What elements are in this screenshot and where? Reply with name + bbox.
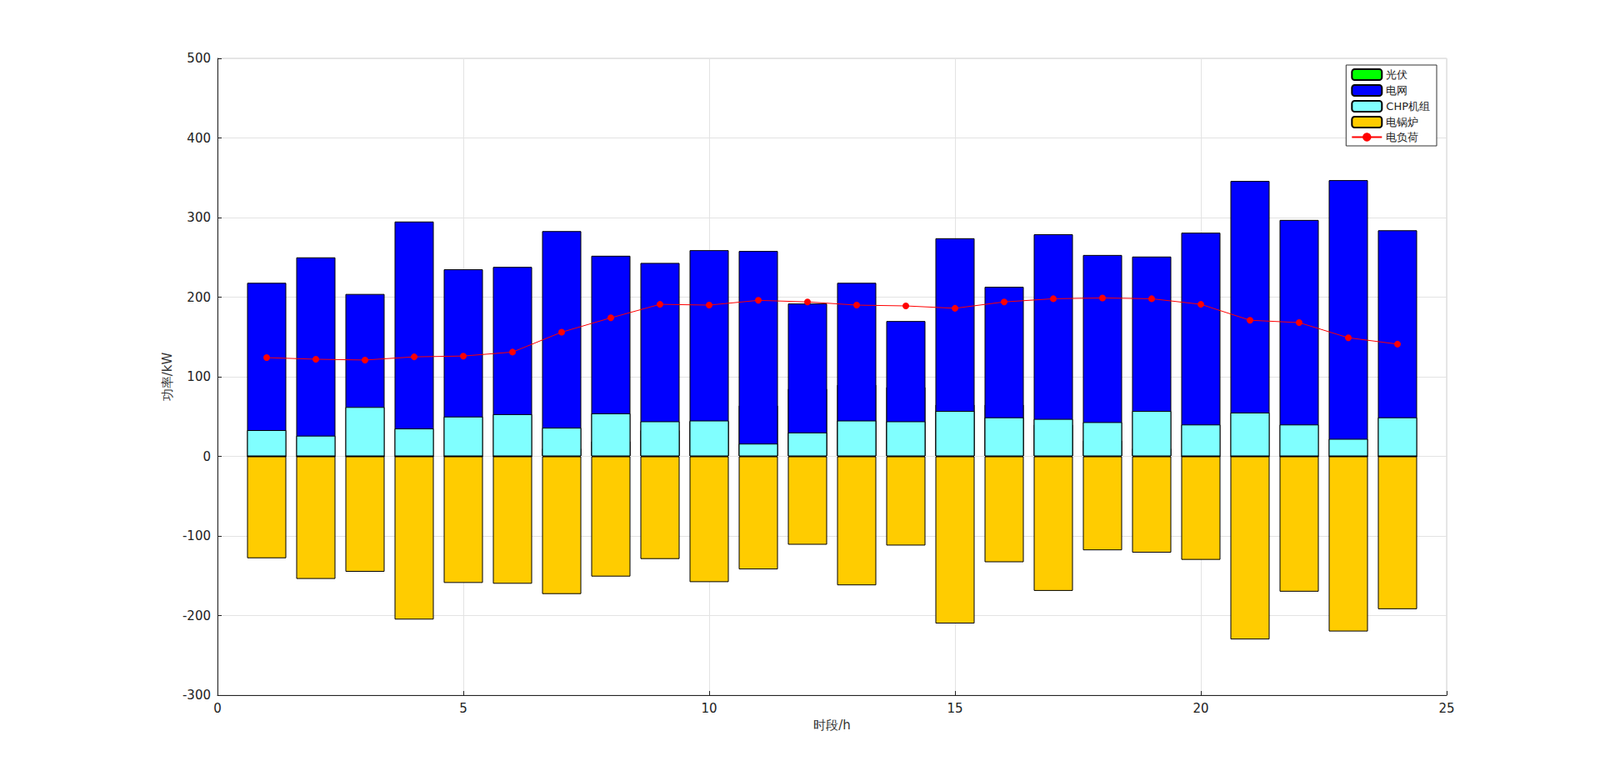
- svg-text:功率/kW: 功率/kW: [160, 352, 175, 402]
- svg-text:0: 0: [213, 700, 222, 716]
- svg-text:-300: -300: [182, 687, 211, 703]
- svg-text:400: 400: [186, 130, 211, 146]
- svg-text:CHP机组: CHP机组: [1385, 100, 1430, 113]
- svg-text:300: 300: [186, 210, 211, 225]
- svg-text:光伏: 光伏: [1385, 68, 1408, 81]
- svg-text:5: 5: [459, 700, 468, 716]
- svg-text:15: 15: [946, 700, 963, 716]
- svg-text:时段/h: 时段/h: [813, 717, 851, 733]
- svg-text:200: 200: [186, 290, 211, 305]
- svg-text:电网: 电网: [1385, 84, 1408, 97]
- svg-text:500: 500: [186, 50, 211, 66]
- svg-text:电锅炉: 电锅炉: [1385, 115, 1419, 129]
- svg-text:20: 20: [1192, 700, 1209, 716]
- svg-text:电负荷: 电负荷: [1385, 130, 1419, 144]
- svg-text:25: 25: [1438, 700, 1455, 716]
- svg-text:-100: -100: [182, 528, 211, 544]
- svg-text:-200: -200: [182, 608, 211, 624]
- svg-text:100: 100: [186, 369, 211, 385]
- svg-text:0: 0: [202, 449, 211, 465]
- svg-text:10: 10: [700, 700, 717, 716]
